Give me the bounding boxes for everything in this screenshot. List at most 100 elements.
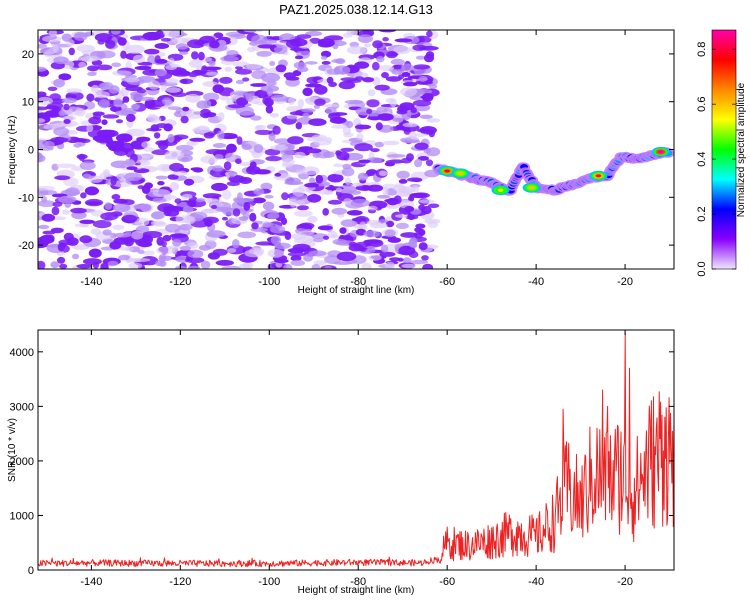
noise-blob bbox=[302, 87, 313, 97]
noise-blob bbox=[427, 220, 439, 228]
noise-blob bbox=[378, 30, 397, 33]
hotspot-blob bbox=[497, 188, 504, 192]
noise-blob bbox=[78, 61, 87, 68]
noise-blob bbox=[225, 152, 236, 162]
noise-blob bbox=[384, 261, 396, 269]
noise-blob bbox=[305, 61, 318, 65]
noise-blob bbox=[42, 230, 56, 235]
noise-blob bbox=[117, 37, 127, 46]
x-tick-label: -40 bbox=[528, 576, 544, 588]
noise-blob bbox=[169, 162, 184, 172]
noise-blob bbox=[354, 61, 370, 69]
noise-blob bbox=[397, 187, 413, 196]
hotspot-blob bbox=[595, 174, 602, 178]
noise-blob bbox=[359, 221, 367, 230]
noise-blob bbox=[366, 99, 380, 108]
noise-blob bbox=[412, 44, 427, 51]
noise-blob bbox=[100, 262, 109, 269]
noise-blob bbox=[418, 75, 428, 82]
noise-blob bbox=[258, 39, 277, 45]
noise-blob bbox=[115, 119, 124, 124]
y-tick-label: 10 bbox=[22, 97, 34, 109]
noise-blob bbox=[288, 97, 295, 105]
noise-blob bbox=[426, 30, 433, 38]
noise-blob bbox=[313, 139, 332, 146]
noise-blob bbox=[113, 232, 131, 238]
noise-blob bbox=[165, 64, 178, 71]
noise-blob bbox=[343, 132, 354, 138]
noise-blob bbox=[143, 147, 156, 152]
noise-blob bbox=[280, 217, 288, 225]
noise-blob bbox=[357, 172, 369, 181]
spectrogram-y-ticks: -20 -10 0 10 20 bbox=[18, 49, 674, 252]
noise-blob bbox=[236, 97, 249, 106]
noise-blob bbox=[178, 223, 193, 231]
noise-blob bbox=[381, 72, 389, 79]
x-tick-label: -140 bbox=[80, 576, 102, 588]
colorbar-gradient bbox=[711, 29, 737, 270]
x-tick-label: -100 bbox=[258, 276, 280, 288]
noise-blob bbox=[88, 248, 102, 258]
noise-blob bbox=[254, 129, 273, 135]
noise-blob bbox=[224, 66, 232, 72]
noise-blob bbox=[423, 53, 435, 63]
noise-blob bbox=[289, 38, 308, 47]
noise-blob bbox=[168, 57, 175, 67]
noise-blob bbox=[212, 143, 227, 148]
noise-blob bbox=[294, 210, 313, 217]
noise-blob bbox=[204, 240, 217, 250]
noise-blob bbox=[409, 95, 423, 101]
noise-blob bbox=[254, 169, 271, 175]
noise-blob bbox=[415, 55, 426, 60]
noise-blob bbox=[148, 80, 161, 90]
x-tick-label: -40 bbox=[528, 276, 544, 288]
hotspot-blob bbox=[444, 169, 451, 173]
noise-blob bbox=[47, 86, 58, 92]
noise-blob bbox=[260, 182, 273, 190]
noise-blob bbox=[245, 94, 254, 102]
noise-blob bbox=[418, 242, 428, 251]
noise-blob bbox=[165, 78, 179, 84]
noise-blob bbox=[364, 43, 371, 48]
noise-blob bbox=[70, 207, 87, 214]
noise-blob bbox=[61, 97, 77, 104]
noise-blob bbox=[372, 40, 383, 49]
noise-blob bbox=[372, 61, 380, 71]
noise-blob bbox=[238, 177, 252, 184]
noise-blob bbox=[329, 117, 347, 124]
noise-blob bbox=[307, 215, 318, 223]
noise-blob bbox=[200, 198, 219, 203]
noise-blob bbox=[290, 255, 302, 262]
noise-blob bbox=[237, 231, 256, 239]
noise-blob bbox=[336, 251, 357, 262]
noise-blob bbox=[98, 82, 110, 90]
noise-blob bbox=[162, 97, 172, 106]
noise-blob bbox=[88, 175, 103, 183]
noise-blob bbox=[322, 208, 330, 216]
noise-blob bbox=[135, 96, 155, 101]
noise-blob bbox=[121, 214, 138, 224]
noise-blob bbox=[167, 133, 175, 143]
y-tick-label: 0 bbox=[28, 565, 34, 577]
noise-blob bbox=[377, 219, 389, 224]
noise-blob bbox=[285, 76, 300, 81]
noise-blob bbox=[105, 39, 116, 49]
noise-blob bbox=[153, 132, 161, 139]
noise-blob bbox=[155, 175, 168, 180]
noise-blob bbox=[214, 154, 224, 160]
noise-blob bbox=[247, 46, 256, 53]
noise-blob bbox=[330, 124, 349, 129]
noise-blob bbox=[58, 110, 66, 117]
noise-blob bbox=[357, 34, 373, 44]
noise-blob bbox=[386, 50, 398, 59]
noise-blob bbox=[116, 133, 133, 143]
x-tick-label: -20 bbox=[617, 276, 633, 288]
noise-blob bbox=[76, 264, 93, 269]
noise-blob bbox=[232, 239, 240, 249]
noise-blob bbox=[348, 241, 358, 247]
noise-blob bbox=[141, 141, 151, 149]
noise-blob bbox=[368, 254, 382, 261]
colorbar-tick-label: 0.6 bbox=[696, 97, 708, 112]
